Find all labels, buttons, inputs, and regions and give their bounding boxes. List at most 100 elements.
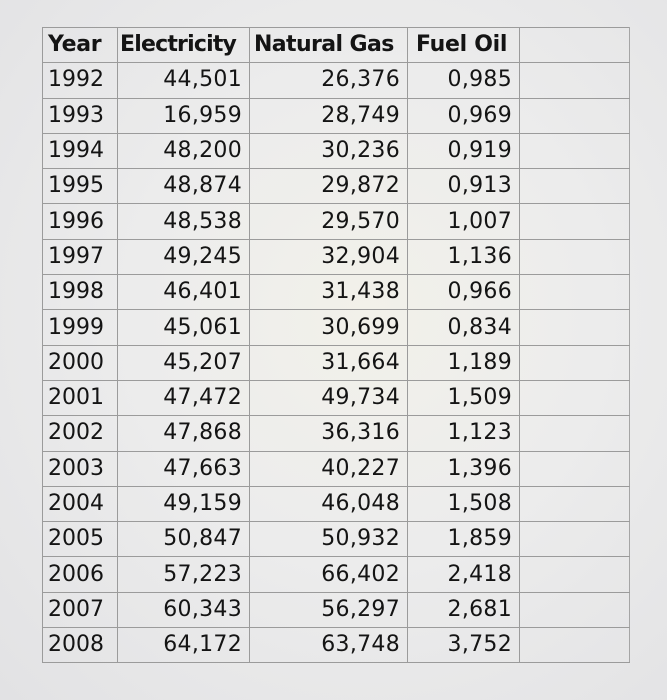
empty-cell [519,379,630,417]
natural-gas-cell: 28,749 [249,97,408,134]
fuel-oil-cell: 1,508 [407,485,520,523]
header-row: Year Electricity Natural Gas Fuel Oil [42,26,630,64]
natural-gas-cell: 56,297 [249,591,408,629]
fuel-oil-cell: 1,123 [407,415,520,452]
table-row: 2005 50,847 50,932 1,859 [42,521,630,558]
year-cell: 1993 [42,97,118,134]
table-row: 1996 48,538 29,570 1,007 [42,203,630,240]
fuel-oil-cell: 3,752 [407,627,520,664]
fuel-oil-cell: 1,007 [407,203,520,240]
natural-gas-cell: 63,748 [249,627,408,664]
empty-cell [519,62,630,99]
year-cell: 2001 [42,379,118,417]
electricity-cell: 45,207 [117,344,250,381]
year-cell: 2007 [42,591,118,629]
fuel-oil-cell: 2,418 [407,556,520,593]
natural-gas-cell: 66,402 [249,556,408,593]
electricity-cell: 47,663 [117,450,250,487]
fuel-oil-cell: 0,834 [407,309,520,346]
empty-cell [519,485,630,523]
electricity-cell: 48,538 [117,203,250,240]
empty-cell [519,132,630,170]
natural-gas-cell: 30,699 [249,309,408,346]
table-row: 1993 16,959 28,749 0,969 [42,97,630,134]
empty-cell [519,344,630,381]
year-cell: 1996 [42,203,118,240]
fuel-oil-cell: 0,985 [407,62,520,99]
natural-gas-cell: 31,664 [249,344,408,381]
natural-gas-cell: 50,932 [249,521,408,558]
empty-cell [519,415,630,452]
electricity-cell: 49,245 [117,238,250,276]
natural-gas-cell: 26,376 [249,62,408,99]
year-cell: 2003 [42,450,118,487]
table-row: 1995 48,874 29,872 0,913 [42,168,630,205]
table-row: 2004 49,159 46,048 1,508 [42,485,630,523]
electricity-cell: 45,061 [117,309,250,346]
electricity-cell: 44,501 [117,62,250,99]
empty-cell [519,274,630,311]
table-row: 2008 64,172 63,748 3,752 [42,627,630,664]
table-row: 1999 45,061 30,699 0,834 [42,309,630,346]
header-electricity: Electricity [117,26,250,64]
table-row: 1998 46,401 31,438 0,966 [42,274,630,311]
empty-cell [519,309,630,346]
empty-cell [519,591,630,629]
energy-data-table: Year Electricity Natural Gas Fuel Oil 19… [42,26,630,664]
fuel-oil-cell: 1,136 [407,238,520,276]
header-natural-gas: Natural Gas [249,26,408,64]
header-fuel-oil: Fuel Oil [407,26,520,64]
fuel-oil-cell: 1,396 [407,450,520,487]
empty-cell [519,627,630,664]
electricity-cell: 49,159 [117,485,250,523]
table-row: 1997 49,245 32,904 1,136 [42,238,630,276]
natural-gas-cell: 29,872 [249,168,408,205]
electricity-cell: 64,172 [117,627,250,664]
year-cell: 1995 [42,168,118,205]
natural-gas-cell: 49,734 [249,379,408,417]
year-cell: 1999 [42,309,118,346]
fuel-oil-cell: 1,509 [407,379,520,417]
fuel-oil-cell: 0,913 [407,168,520,205]
table-row: 2000 45,207 31,664 1,189 [42,344,630,381]
empty-header-cell [519,26,630,64]
fuel-oil-cell: 1,859 [407,521,520,558]
electricity-cell: 16,959 [117,97,250,134]
empty-cell [519,168,630,205]
year-cell: 1994 [42,132,118,170]
table-row: 2006 57,223 66,402 2,418 [42,556,630,593]
header-year: Year [42,26,118,64]
empty-cell [519,203,630,240]
empty-cell [519,238,630,276]
year-cell: 2006 [42,556,118,593]
table-row: 2007 60,343 56,297 2,681 [42,591,630,629]
year-cell: 2008 [42,627,118,664]
year-cell: 1997 [42,238,118,276]
natural-gas-cell: 40,227 [249,450,408,487]
table-row: 1994 48,200 30,236 0,919 [42,132,630,170]
empty-cell [519,450,630,487]
fuel-oil-cell: 0,966 [407,274,520,311]
year-cell: 2000 [42,344,118,381]
fuel-oil-cell: 1,189 [407,344,520,381]
natural-gas-cell: 31,438 [249,274,408,311]
electricity-cell: 48,200 [117,132,250,170]
natural-gas-cell: 46,048 [249,485,408,523]
fuel-oil-cell: 0,969 [407,97,520,134]
empty-cell [519,97,630,134]
electricity-cell: 48,874 [117,168,250,205]
empty-cell [519,521,630,558]
year-cell: 2005 [42,521,118,558]
fuel-oil-cell: 2,681 [407,591,520,629]
natural-gas-cell: 32,904 [249,238,408,276]
electricity-cell: 57,223 [117,556,250,593]
electricity-cell: 47,868 [117,415,250,452]
electricity-cell: 46,401 [117,274,250,311]
electricity-cell: 60,343 [117,591,250,629]
electricity-cell: 47,472 [117,379,250,417]
table-body: 1992 44,501 26,376 0,985 1993 16,959 28,749 0,9… [42,62,630,664]
natural-gas-cell: 29,570 [249,203,408,240]
empty-cell [519,556,630,593]
natural-gas-cell: 36,316 [249,415,408,452]
year-cell: 1992 [42,62,118,99]
